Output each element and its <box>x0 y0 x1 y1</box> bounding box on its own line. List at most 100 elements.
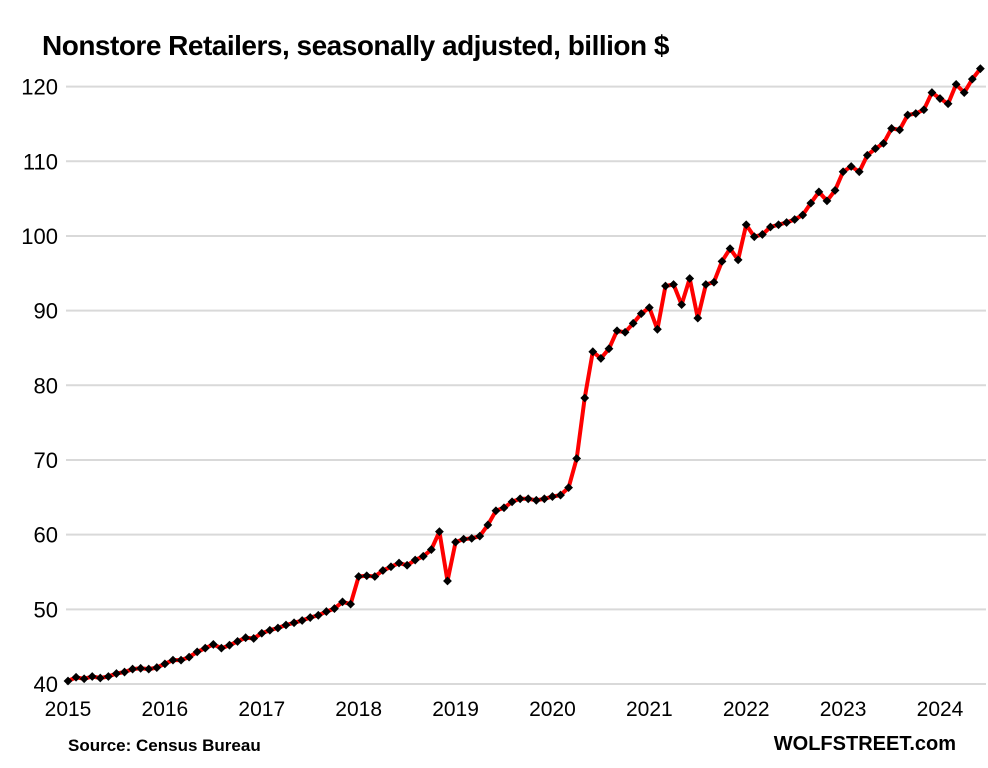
data-point-marker <box>975 64 985 74</box>
data-point-marker <box>838 167 848 177</box>
x-axis-label-2018: 2018 <box>335 698 382 721</box>
data-point-marker <box>378 566 388 575</box>
data-point-marker <box>620 327 630 337</box>
data-point-marker <box>483 520 493 530</box>
data-point-marker <box>531 495 541 505</box>
y-axis-label-100: 100 <box>21 224 58 249</box>
data-point-marker <box>192 647 202 657</box>
data-point-marker <box>701 280 711 289</box>
data-point-marker <box>128 664 137 674</box>
data-point-marker <box>725 244 735 254</box>
data-point-marker <box>766 222 775 232</box>
data-point-marker <box>79 674 89 684</box>
data-point-marker <box>588 347 598 357</box>
y-axis-label-40: 40 <box>34 672 58 697</box>
data-point-marker <box>112 669 121 678</box>
data-point-marker <box>313 610 323 620</box>
data-point-marker <box>717 256 727 266</box>
data-point-marker <box>943 99 953 109</box>
data-point-marker <box>305 613 315 622</box>
data-point-marker <box>661 281 670 291</box>
data-point-marker <box>87 672 97 681</box>
data-point-marker <box>935 94 945 103</box>
data-point-marker <box>120 667 129 677</box>
data-point-marker <box>71 672 81 682</box>
data-point-marker <box>523 494 533 504</box>
y-axis-label-50: 50 <box>34 597 58 622</box>
data-point-marker <box>806 198 816 208</box>
data-point-marker <box>217 643 226 653</box>
data-point-marker <box>653 324 662 334</box>
data-point-marker <box>103 672 113 681</box>
data-point-marker <box>741 220 751 230</box>
watermark: WOLFSTREET.com <box>773 733 956 755</box>
data-point-marker <box>636 309 646 319</box>
data-point-marker <box>507 497 517 507</box>
data-point-marker <box>596 354 606 363</box>
data-point-marker <box>887 124 896 133</box>
y-axis-label-110: 110 <box>23 149 58 174</box>
y-axis-label-60: 60 <box>34 523 58 548</box>
data-point-marker <box>289 618 299 628</box>
data-point-marker <box>491 506 501 516</box>
data-point-marker <box>402 560 412 570</box>
data-point-marker <box>467 533 477 543</box>
x-axis-label-2016: 2016 <box>142 698 189 721</box>
data-point-marker <box>362 571 372 581</box>
data-point-marker <box>572 454 582 463</box>
data-point-marker <box>749 232 759 242</box>
data-point-marker <box>370 572 380 581</box>
source-note: Source: Census Bureau <box>68 736 261 755</box>
data-point-marker <box>281 620 291 630</box>
x-axis-label-2024: 2024 <box>917 698 964 721</box>
y-axis-label-70: 70 <box>34 448 58 473</box>
data-point-marker <box>160 659 170 669</box>
data-point-marker <box>580 393 590 403</box>
chart-title: Nonstore Retailers, seasonally adjusted,… <box>42 30 669 61</box>
data-point-marker <box>95 673 105 683</box>
data-point-marker <box>854 167 864 177</box>
data-point-marker <box>967 74 977 84</box>
data-point-marker <box>152 663 162 672</box>
data-point-marker <box>959 88 969 97</box>
x-axis-label-2021: 2021 <box>626 698 673 721</box>
data-point-marker <box>63 676 73 686</box>
data-point-marker <box>394 558 404 568</box>
y-axis-label-120: 120 <box>21 75 58 100</box>
data-point-marker <box>951 79 961 89</box>
x-axis-label-2023: 2023 <box>820 698 867 721</box>
x-axis-label-2022: 2022 <box>723 698 770 721</box>
data-point-marker <box>604 344 614 354</box>
data-point-marker <box>225 640 234 650</box>
data-point-marker <box>257 628 267 638</box>
data-point-marker <box>451 537 460 547</box>
data-point-marker <box>871 144 880 153</box>
data-point-marker <box>548 492 557 501</box>
data-point-marker <box>418 551 428 561</box>
data-point-marker <box>895 125 905 135</box>
data-point-marker <box>184 652 194 662</box>
data-point-marker <box>782 218 791 227</box>
data-point-marker <box>338 597 347 607</box>
data-point-marker <box>564 483 573 493</box>
data-point-marker <box>612 326 622 336</box>
data-point-marker <box>208 640 218 649</box>
y-axis-label-90: 90 <box>34 299 58 324</box>
data-point-marker <box>669 280 678 289</box>
data-point-marker <box>919 105 929 115</box>
data-point-marker <box>459 534 469 544</box>
data-point-marker <box>410 555 420 565</box>
data-point-marker <box>693 313 703 323</box>
data-point-marker <box>677 300 687 310</box>
data-point-marker <box>435 527 444 537</box>
data-point-marker <box>814 187 824 197</box>
data-point-marker <box>515 494 525 504</box>
data-point-marker <box>499 503 509 513</box>
data-point-marker <box>426 545 436 554</box>
data-point-marker <box>475 531 485 541</box>
data-point-marker <box>330 604 339 613</box>
x-axis-label-2020: 2020 <box>529 698 576 721</box>
data-point-marker <box>354 572 364 581</box>
data-point-marker <box>757 230 767 239</box>
